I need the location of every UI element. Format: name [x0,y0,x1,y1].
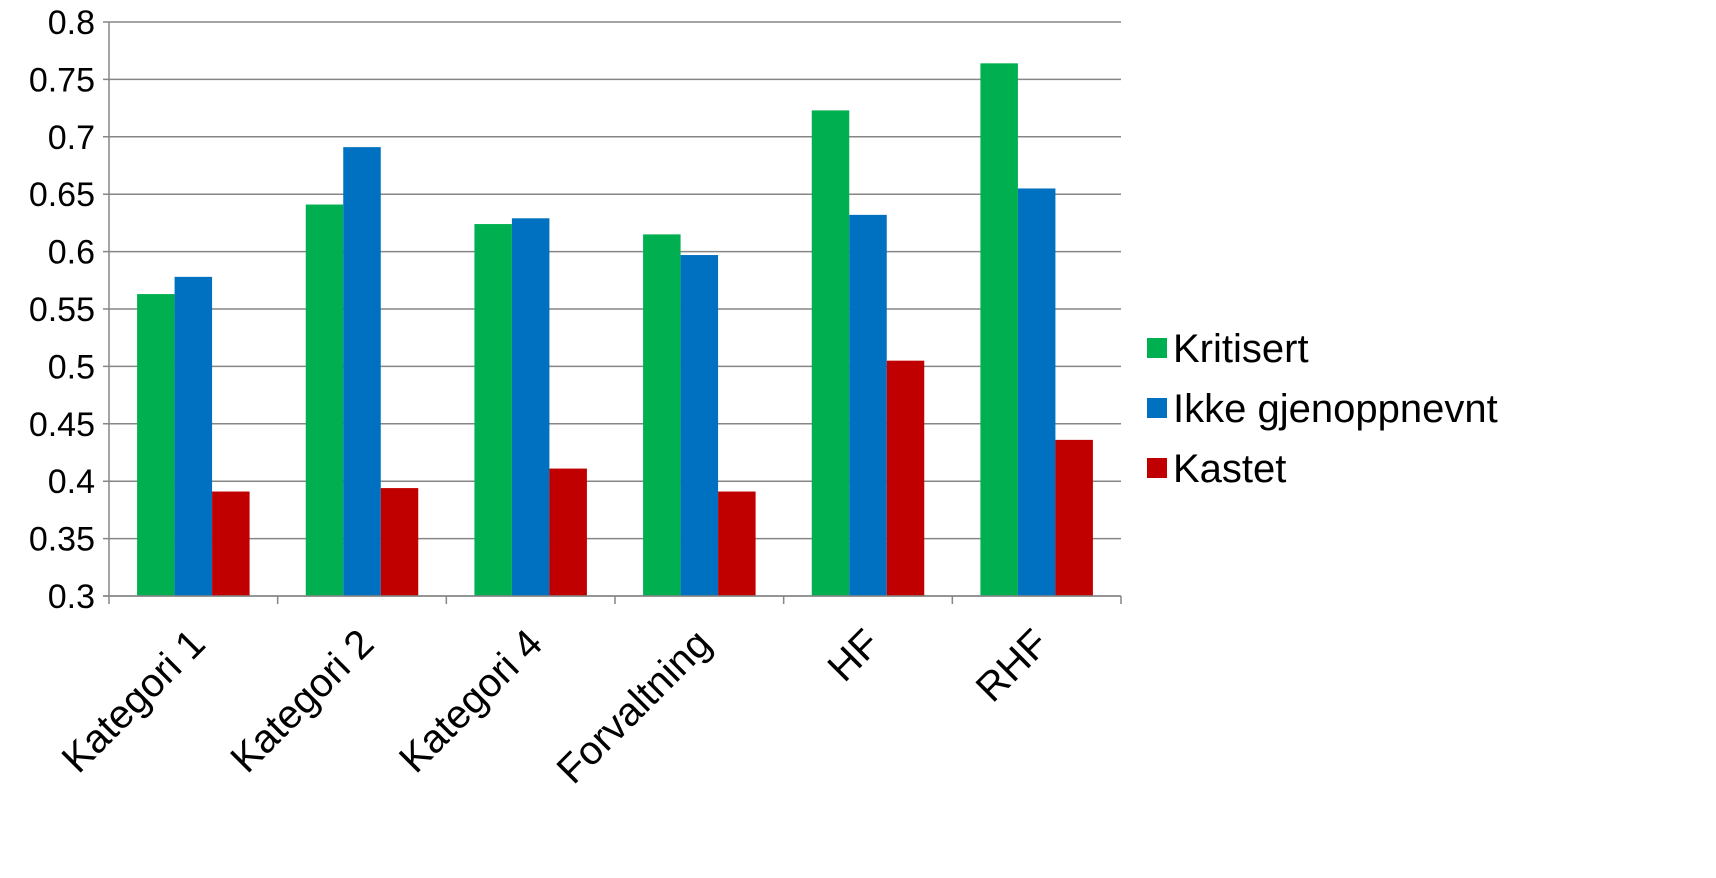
bar-kastet [212,491,250,596]
bar-ikke-gjenoppnevnt [680,255,719,596]
x-tick-label: Forvaltning [549,621,720,792]
y-tick-label: 0.75 [29,61,95,99]
gridlines [103,21,1121,597]
bar-kastet [549,468,587,596]
bar-ikke-gjenoppnevnt [174,276,213,596]
bar-kastet [718,491,756,596]
bar-ikke-gjenoppnevnt [849,214,887,596]
y-tick-label: 0.65 [29,176,95,214]
x-tick-label: Kategori 2 [222,621,382,781]
bar-ikke-gjenoppnevnt [511,218,550,597]
y-tick-label: 0.3 [48,578,95,616]
y-tick-label: 0.8 [48,4,95,42]
y-tick-label: 0.35 [29,521,95,559]
y-tick-label: 0.6 [48,234,95,272]
y-tick-label: 0.55 [29,291,95,329]
bar-kritisert [643,234,681,596]
x-tick-label: Kategori 1 [54,621,214,781]
x-tick-label: HF [820,621,889,690]
bar-kastet [1055,439,1093,596]
legend-label: Ikke gjenoppnevnt [1173,387,1498,431]
legend-item: Kastet [1147,447,1286,491]
y-tick-labels: 0.3 0.35 0.4 0.45 0.5 0.55 0.6 0.65 0.7 0.75 0.8 [29,4,95,616]
legend-label: Kritisert [1173,327,1309,371]
x-tick-labels: Kategori 1 Kategori 2 Kategori 4Forvaltnin… [54,621,1057,792]
bar-kritisert [980,63,1018,596]
bar-ikke-gjenoppnevnt [1017,188,1056,596]
legend-item: Kritisert [1147,327,1309,371]
legend-swatch [1147,398,1167,418]
bar-kritisert [305,204,344,597]
legend: Kritisert Ikke gjenoppnevnt Kastet [1147,327,1498,491]
y-tick-label: 0.4 [48,463,95,501]
legend-item: Ikke gjenoppnevnt [1147,387,1498,431]
bar-ikke-gjenoppnevnt [343,147,381,596]
y-tick-label: 0.7 [48,119,95,157]
y-tick-label: 0.45 [29,406,95,444]
x-tick-label: RHF [968,621,1057,710]
bar-kastet [380,488,419,596]
bar-kritisert [474,224,512,596]
bar-kritisert [811,110,850,597]
bars [137,63,1093,597]
legend-swatch [1147,458,1167,478]
legend-swatch [1147,338,1167,358]
legend-label: Kastet [1173,447,1286,491]
x-tick-label: Kategori 4 [391,621,551,781]
y-tick-label: 0.5 [48,348,95,386]
bar-kastet [886,360,925,596]
axes [103,22,1122,604]
bar-kritisert [137,294,175,596]
